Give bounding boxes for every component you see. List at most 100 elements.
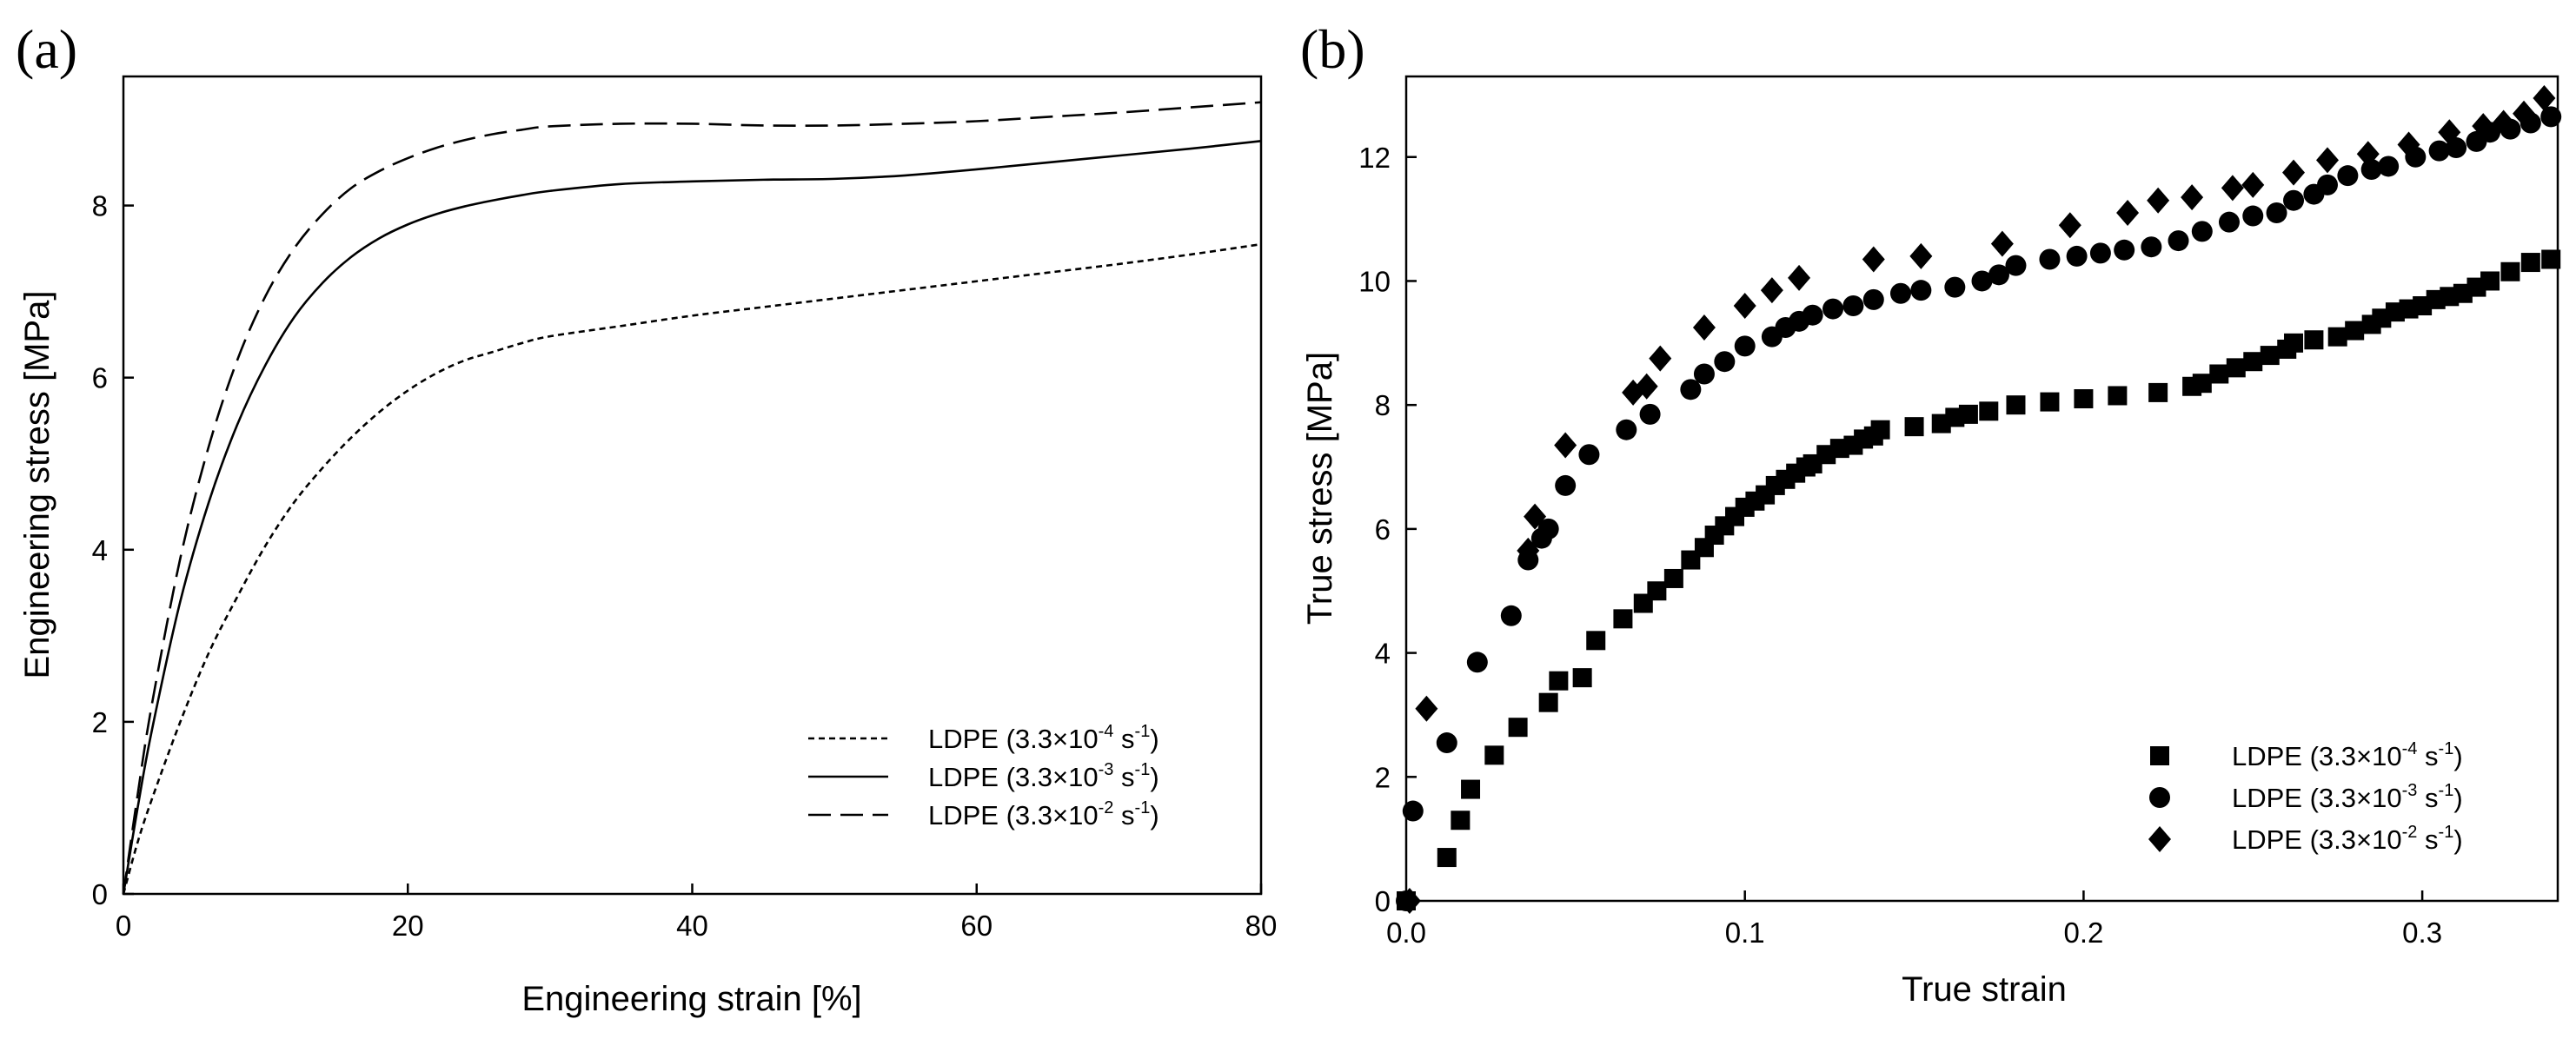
panel-b-point-circle — [2337, 165, 2359, 187]
panel-b-point-circle — [1466, 652, 1488, 673]
panel-b-y-tick-label: 10 — [1358, 265, 1391, 297]
panel-b-point-square — [2284, 333, 2304, 353]
panel-b-point-diamond — [2513, 100, 2536, 127]
panel-b-point-diamond — [1635, 373, 1658, 400]
panel-b-point-circle — [1714, 351, 1736, 373]
panel-b-point-square — [2520, 253, 2540, 273]
panel-b-point-diamond — [1524, 503, 1547, 530]
panel-b-point-square — [2074, 389, 2094, 409]
panel-b-point-diamond — [1990, 230, 2014, 257]
panel-a-y-tick-label: 0 — [92, 878, 108, 910]
panel-b-point-circle — [1889, 282, 1911, 304]
panel-b-point-circle — [2114, 239, 2135, 261]
panel-b-point-circle — [1802, 304, 1823, 326]
panel-b-point-square — [1451, 811, 1471, 831]
panel-b-x-tick-label: 0.2 — [2063, 917, 2103, 949]
panel-b-point-square — [1538, 692, 1558, 712]
panel-b-point-square — [2209, 364, 2229, 384]
panel-b-point-square — [2006, 395, 2026, 415]
panel-b-point-circle — [1822, 298, 1844, 320]
panel-b-markers — [1396, 84, 2562, 914]
panel-b-legend-label-2: LDPE (3.3×10-3 s-1) — [2232, 781, 2463, 813]
panel-b-point-circle — [2141, 236, 2162, 258]
panel-b-series-2 — [1396, 106, 2562, 911]
panel-b-point-circle — [1680, 379, 1702, 400]
panel-b-point-circle — [1639, 403, 1661, 425]
panel-b-point-square — [1647, 581, 1667, 601]
panel-b-point-square — [1663, 568, 1683, 588]
panel-b-point-square — [2192, 374, 2212, 394]
panel-b-point-circle — [1402, 800, 1424, 822]
panel-b-point-circle — [2266, 202, 2287, 223]
panel-b-point-square — [2500, 261, 2520, 281]
panel-b-point-square — [1572, 668, 1592, 688]
panel-b-point-circle — [2540, 106, 2562, 128]
panel-b-y-tick-label: 4 — [1375, 638, 1391, 670]
panel-b-point-diamond — [2472, 113, 2495, 140]
panel-b-point-circle — [1578, 444, 1600, 466]
panel-a-legend-label-2: LDPE (3.3×10-3 s-1) — [928, 760, 1159, 792]
panel-b-point-diamond — [2282, 159, 2306, 186]
panel-b-point-circle — [1693, 363, 1715, 385]
panel-a-curves — [122, 101, 1262, 895]
panel-b-ticks: 0.0 0.1 0.2 0.3 0 2 4 6 8 10 12 — [1358, 142, 2442, 949]
panel-b-point-diamond — [1862, 246, 1885, 273]
panel-b-point-circle — [2039, 248, 2061, 270]
panel-b-legend-label-3: LDPE (3.3×10-2 s-1) — [2232, 823, 2463, 855]
panel-b-y-tick-label: 0 — [1375, 885, 1391, 917]
panel-b-point-diamond — [2492, 109, 2515, 136]
panel-b-point-square — [2226, 358, 2246, 378]
panel-b-point-diamond — [2356, 141, 2380, 168]
panel-b-x-tick-label: 0.3 — [2402, 917, 2442, 949]
panel-a-x-axis-title: Engineering strain [%] — [521, 980, 861, 1018]
panel-a-y-axis-title: Engineering stress [MPa] — [18, 291, 56, 679]
panel-a-y-tick-label: 8 — [92, 190, 108, 222]
panel-b-point-circle — [1500, 605, 1522, 626]
panel-a-y-tick-label: 2 — [92, 706, 108, 738]
panel-b-y-tick-label: 6 — [1375, 513, 1391, 546]
panel-b-point-square — [1586, 631, 1606, 651]
panel-b-point-circle — [2066, 245, 2088, 267]
panel-b-point-square — [1508, 718, 1528, 738]
panel-b-point-diamond — [1760, 277, 1783, 304]
panel-b-point-square — [2243, 352, 2263, 372]
panel-b-point-square — [2327, 327, 2347, 347]
panel-b-point-circle — [1436, 732, 1457, 754]
panel-b-x-axis-title: True strain — [1902, 970, 2067, 1009]
panel-b-x-tick-label: 0.1 — [1725, 917, 1765, 949]
panel-a-x-tick-label: 20 — [392, 910, 424, 942]
panel-b-legend-label-1: LDPE (3.3×10-4 s-1) — [2232, 739, 2463, 771]
panel-a-chart: (a) 0 20 40 60 80 0 2 4 6 8 Engineering strain [%… — [16, 18, 1277, 1018]
panel-b-point-circle — [2191, 221, 2213, 242]
panel-a-y-tick-label: 4 — [92, 534, 108, 566]
panel-b-point-diamond — [2397, 131, 2420, 158]
panel-b-point-square — [1437, 848, 1457, 868]
panel-b-point-diamond — [1909, 242, 1933, 269]
panel-b-point-circle — [1988, 264, 2009, 286]
panel-b-point-square — [2108, 386, 2128, 406]
panel-a-series-line-1 — [122, 242, 1262, 895]
panel-b-point-square — [1958, 404, 1978, 424]
panel-b-point-square — [2148, 382, 2168, 402]
panel-b-point-circle — [2242, 205, 2264, 227]
panel-b-point-square — [1461, 779, 1481, 799]
panel-b-point-diamond — [2221, 175, 2244, 202]
panel-b-point-square — [2304, 330, 2324, 350]
panel-b-point-diamond — [1517, 537, 1540, 564]
panel-a-series-line-3 — [122, 101, 1262, 895]
panel-b-point-diamond — [2181, 184, 2204, 211]
panel-b-point-diamond — [2533, 84, 2556, 111]
panel-a-x-tick-label: 60 — [960, 910, 993, 942]
panel-b-point-circle — [2317, 174, 2338, 195]
panel-b-point-diamond — [2147, 187, 2170, 214]
panel-b-point-circle — [2428, 140, 2450, 162]
panel-b-point-diamond — [2438, 119, 2461, 146]
panel-a-legend: LDPE (3.3×10-4 s-1) LDPE (3.3×10-3 s-1) LD… — [808, 722, 1159, 831]
panel-b-y-axis-title: True stress [MPa] — [1301, 352, 1339, 625]
panel-b-y-tick-label: 2 — [1375, 761, 1391, 793]
panel-b-point-square — [1613, 609, 1633, 629]
panel-a-x-tick-label: 80 — [1245, 910, 1278, 942]
panel-b-y-tick-label: 12 — [1358, 142, 1391, 174]
panel-b-point-circle — [2089, 242, 2111, 264]
